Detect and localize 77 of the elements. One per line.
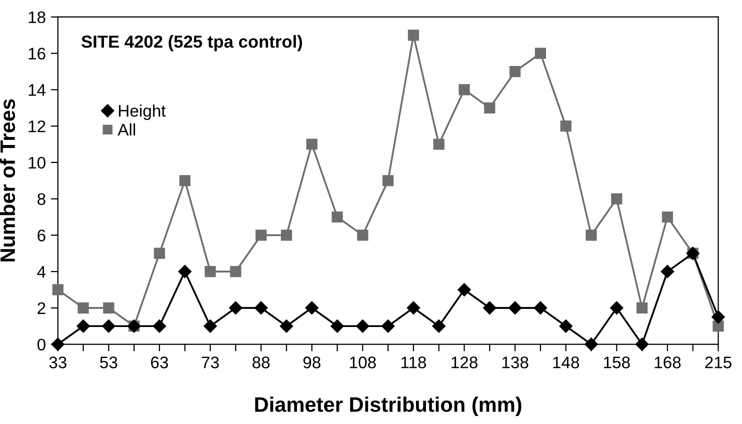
point [102, 320, 116, 333]
point [78, 302, 89, 314]
x-tick-label: 88 [252, 356, 270, 368]
point [178, 264, 192, 278]
y-tick-label: 8 [38, 193, 46, 206]
point [280, 230, 292, 241]
point [712, 310, 725, 324]
point [179, 175, 190, 186]
point [332, 211, 343, 223]
y-tick-label: 6 [38, 230, 46, 242]
x-tick-label: 168 [654, 356, 681, 368]
y-axis-title: Number of Trees [0, 99, 16, 262]
point [204, 320, 217, 333]
point [76, 320, 90, 333]
point [408, 30, 420, 41]
point [256, 230, 267, 241]
y-tick-label: 12 [28, 120, 46, 132]
x-tick-label: 98 [303, 356, 320, 368]
x-tick-label: 53 [100, 356, 118, 368]
x-tick-label: 63 [151, 356, 168, 368]
x-tick-label: 158 [604, 356, 630, 368]
y-tick-label: 2 [38, 302, 46, 314]
point [660, 264, 674, 278]
point [611, 193, 622, 204]
point [52, 284, 64, 296]
point [458, 283, 471, 296]
point [382, 175, 394, 186]
y-tick-label: 14 [28, 84, 46, 96]
point [305, 301, 318, 315]
point [381, 320, 395, 333]
point [508, 301, 522, 315]
point [534, 48, 546, 59]
point [662, 211, 674, 223]
point [406, 301, 420, 315]
point [433, 138, 444, 150]
point [559, 320, 572, 333]
x-tick-label: 138 [502, 356, 528, 368]
point [483, 301, 496, 315]
legend-label: All [118, 123, 136, 136]
point [154, 248, 166, 259]
x-tick-label: 128 [452, 356, 478, 368]
x-tick-label: 33 [49, 356, 66, 368]
y-tick-label: 18 [28, 11, 46, 24]
point [230, 266, 242, 278]
y-tick-label: 10 [28, 156, 46, 169]
point [204, 266, 216, 278]
y-tick-label: 0 [37, 338, 46, 350]
point [306, 138, 318, 150]
point [636, 302, 648, 314]
point [610, 301, 624, 315]
point [432, 320, 446, 333]
point [357, 230, 368, 241]
point [152, 320, 166, 333]
point [510, 66, 521, 78]
point [560, 120, 572, 132]
point [229, 301, 242, 315]
point [534, 301, 548, 315]
point [584, 338, 598, 351]
point [103, 302, 114, 314]
x-tick-label: 148 [553, 356, 580, 368]
point [586, 230, 597, 241]
point [484, 102, 496, 114]
point [254, 301, 268, 315]
point [280, 320, 294, 333]
point [458, 84, 470, 96]
x-tick-label: 108 [350, 356, 376, 368]
x-tick-label: 118 [401, 356, 426, 368]
y-tick-label: 16 [28, 48, 46, 60]
x-axis-title: Diameter Distribution (mm) [255, 396, 522, 416]
x-tick-label: 73 [202, 356, 219, 368]
point [635, 338, 649, 351]
legend-label: Height [118, 104, 166, 120]
point [356, 320, 370, 333]
y-tick-label: 4 [37, 266, 46, 278]
point [330, 320, 344, 333]
x-tick-label: 215 [705, 356, 732, 368]
text: SITE 4202 (525 tpa control) [81, 35, 302, 52]
